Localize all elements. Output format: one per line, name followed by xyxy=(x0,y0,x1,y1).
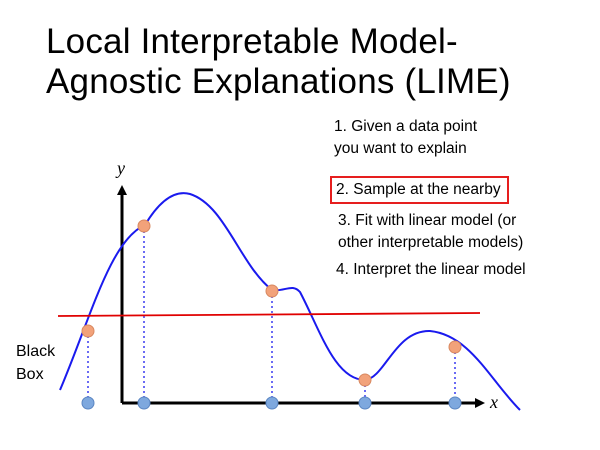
step-1-line-1: 1. Given a data point xyxy=(334,118,478,135)
x-axis-label: x xyxy=(489,392,498,412)
step-4-line-1: 4. Interpret the linear model xyxy=(336,261,526,278)
step-3-line-1: 3. Fit with linear model (or xyxy=(338,212,517,229)
projection-point xyxy=(265,396,279,410)
sample-point xyxy=(81,324,95,338)
sample-point xyxy=(358,373,372,387)
projection-point xyxy=(448,396,462,410)
black-box-label: Black Box xyxy=(16,340,76,386)
step-3: 3. Fit with linear model (or other inter… xyxy=(338,210,523,254)
projection-points xyxy=(81,396,462,410)
black-box-curve xyxy=(59,192,521,411)
sample-points xyxy=(81,219,462,387)
sample-point xyxy=(448,340,462,354)
step-2-line-1: 2. Sample at the nearby xyxy=(336,181,501,198)
black-box-line-1: Black xyxy=(16,343,56,360)
sample-point xyxy=(265,284,279,298)
title-line-2: Agnostic Explanations (LIME) xyxy=(46,62,511,101)
black-box-line-2: Box xyxy=(16,366,44,383)
step-3-line-2: other interpretable models) xyxy=(338,234,524,251)
projection-point xyxy=(137,396,151,410)
y-axis-label: y xyxy=(115,158,125,178)
linear-model-line xyxy=(57,312,481,317)
projection-lines xyxy=(87,226,456,403)
sample-point xyxy=(137,219,151,233)
step-1: 1. Given a data point you want to explai… xyxy=(334,116,477,160)
step-2-highlight-box: 2. Sample at the nearby xyxy=(330,176,509,204)
projection-point xyxy=(358,396,372,410)
projection-point xyxy=(81,396,95,410)
slide-title: Local Interpretable Model- Agnostic Expl… xyxy=(46,22,586,102)
step-4: 4. Interpret the linear model xyxy=(336,259,526,281)
title-line-1: Local Interpretable Model- xyxy=(46,22,458,61)
step-1-line-2: you want to explain xyxy=(334,140,467,157)
